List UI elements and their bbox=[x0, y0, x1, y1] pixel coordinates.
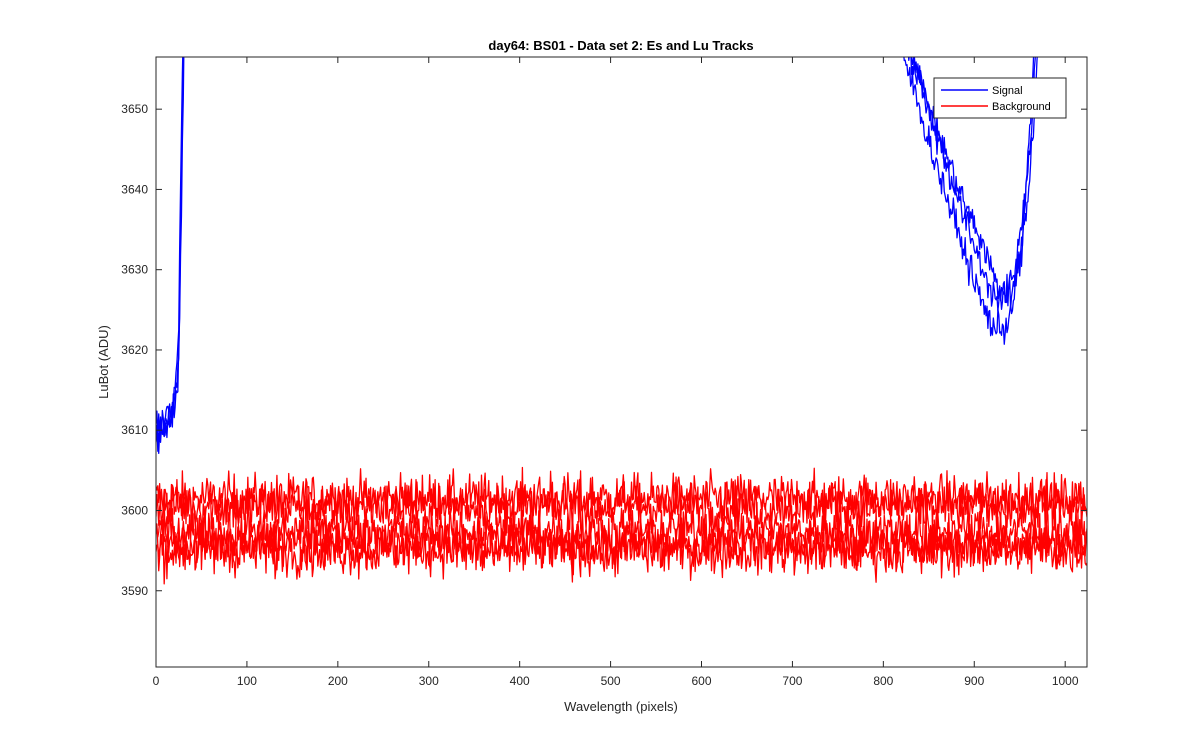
y-tick-label: 3610 bbox=[121, 423, 148, 437]
series-line-signal bbox=[898, 57, 1035, 345]
series-line-background bbox=[156, 466, 1087, 531]
series-line-signal bbox=[156, 57, 185, 455]
legend-background-label: Background bbox=[992, 101, 1051, 113]
x-tick-label: 600 bbox=[691, 674, 711, 688]
y-tick-label: 3630 bbox=[121, 263, 148, 277]
x-tick-label: 300 bbox=[419, 674, 439, 688]
legend[interactable]: Signal Background bbox=[933, 77, 1067, 119]
chart-title: day64: BS01 - Data set 2: Es and Lu Trac… bbox=[488, 38, 753, 53]
x-tick-label: 900 bbox=[964, 674, 984, 688]
x-tick-label: 200 bbox=[328, 674, 348, 688]
y-tick-label: 3600 bbox=[121, 503, 148, 517]
y-axis-label: LuBot (ADU) bbox=[96, 325, 111, 399]
tick-layer: 0 100 200 300 400 500 600 700 800 900 1000 3590 3600… bbox=[121, 57, 1087, 688]
series-line-background bbox=[156, 517, 1087, 585]
x-tick-label: 700 bbox=[782, 674, 802, 688]
series-line-signal bbox=[156, 57, 184, 441]
y-tick-label: 3590 bbox=[121, 584, 148, 598]
series-line-signal bbox=[911, 57, 1038, 312]
x-tick-label: 800 bbox=[873, 674, 893, 688]
x-tick-label: 400 bbox=[510, 674, 530, 688]
series-line-background bbox=[156, 470, 1087, 539]
y-tick-label: 3650 bbox=[121, 102, 148, 116]
y-tick-label: 3640 bbox=[121, 182, 148, 196]
x-axis-label: Wavelength (pixels) bbox=[564, 699, 678, 714]
plot-frame bbox=[155, 56, 1088, 668]
legend-box bbox=[933, 77, 1067, 119]
series-layer bbox=[156, 57, 1087, 585]
x-tick-label: 1000 bbox=[1052, 674, 1079, 688]
y-tick-label: 3620 bbox=[121, 343, 148, 357]
legend-signal-label: Signal bbox=[992, 85, 1023, 97]
plot-area bbox=[156, 57, 1087, 667]
x-tick-label: 500 bbox=[601, 674, 621, 688]
x-tick-label: 0 bbox=[153, 674, 160, 688]
x-tick-label: 100 bbox=[237, 674, 257, 688]
